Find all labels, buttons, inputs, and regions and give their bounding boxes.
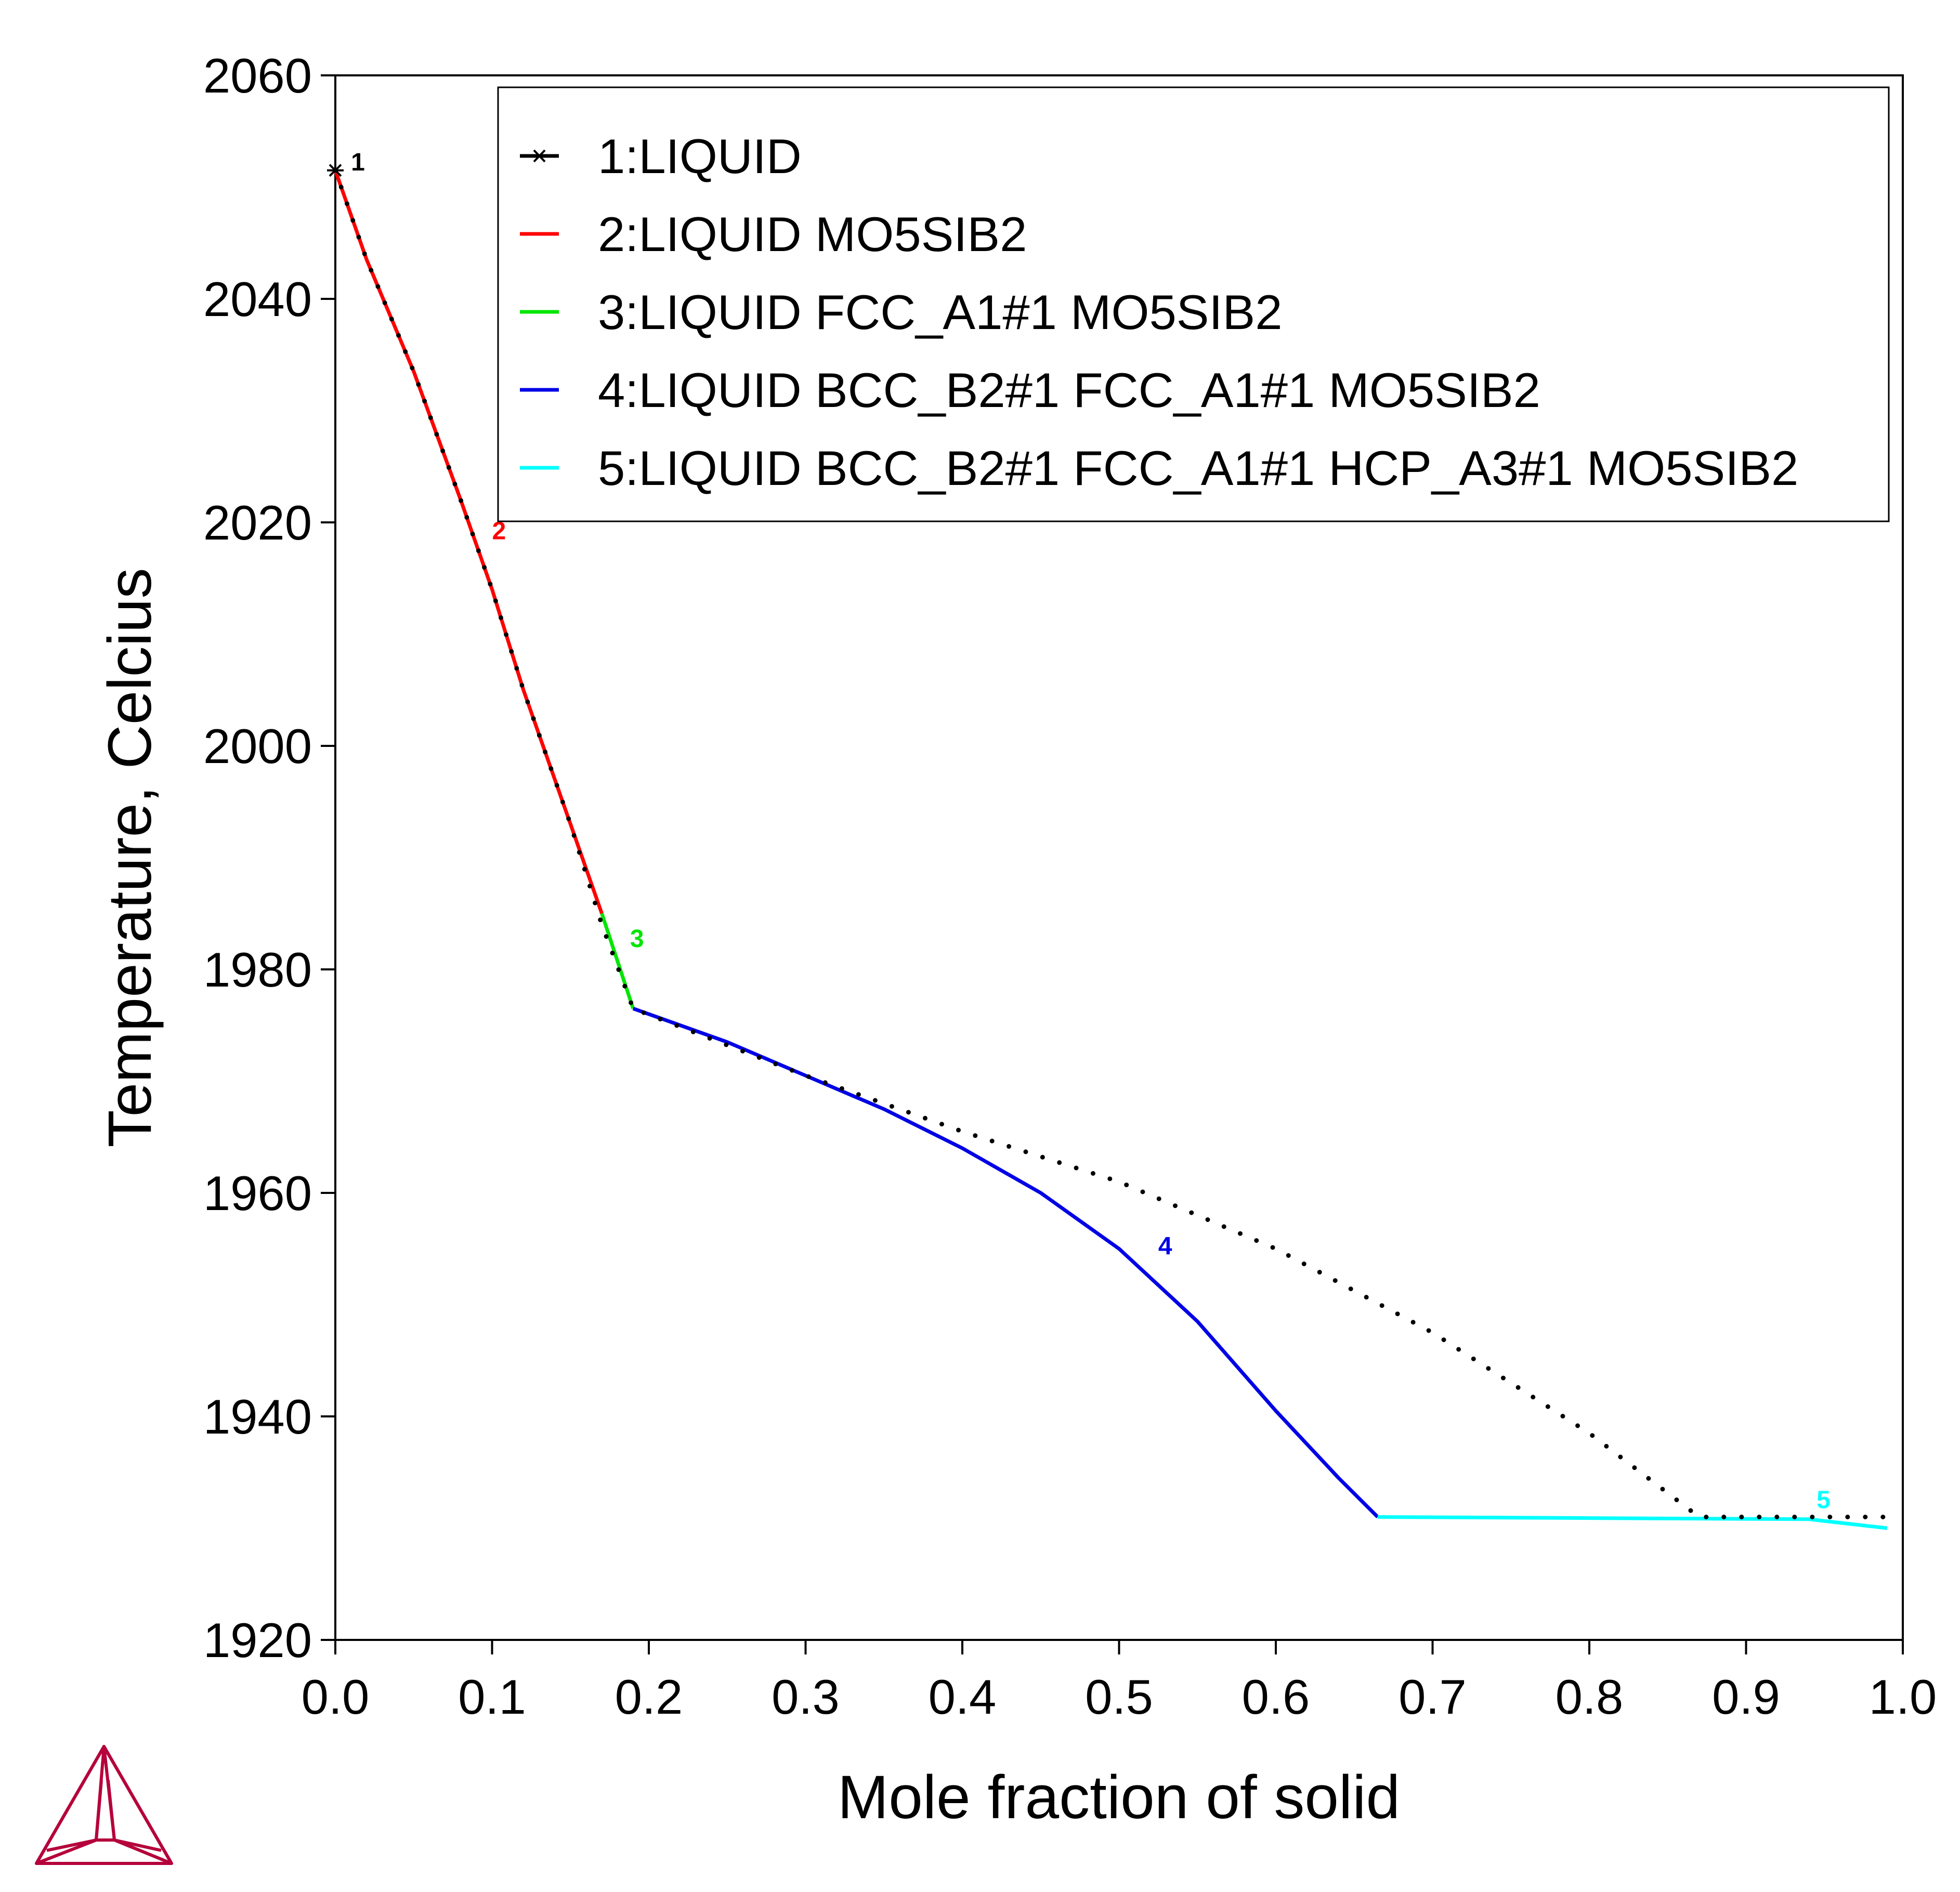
- series-line-4: [632, 1007, 1379, 1518]
- y-tick-label: 1980: [203, 942, 312, 997]
- series-1-start-marker: [327, 164, 344, 177]
- series-line-3: [600, 913, 635, 1009]
- x-tick-label: 0.2: [615, 1670, 683, 1724]
- x-tick-label: 0.7: [1399, 1670, 1467, 1724]
- legend-label-3: 3:LIQUID FCC_A1#1 MO5SIB2: [598, 285, 1283, 339]
- x-tick-label: 0.0: [302, 1670, 370, 1724]
- y-axis-ticks: 1920 1940 1960 1980 2000 2020 2040 2060: [203, 48, 335, 1667]
- x-axis-title: Mole fraction of solid: [838, 1763, 1400, 1832]
- y-tick-label: 1940: [203, 1389, 312, 1444]
- x-tick-label: 0.9: [1712, 1670, 1780, 1724]
- legend-label-4: 4:LIQUID BCC_B2#1 FCC_A1#1 MO5SIB2: [598, 363, 1540, 417]
- legend-label-5: 5:LIQUID BCC_B2#1 FCC_A1#1 HCP_A3#1 MO5S…: [598, 441, 1798, 495]
- curve-label-4: 4: [1158, 1232, 1172, 1260]
- y-tick-label: 2000: [203, 719, 312, 773]
- series-line-5: [1377, 1515, 1888, 1530]
- y-tick-label: 2040: [203, 272, 312, 326]
- y-tick-label: 1920: [203, 1613, 312, 1667]
- legend-label-2: 2:LIQUID MO5SIB2: [598, 207, 1027, 261]
- y-axis-title: Temperature, Celcius: [96, 568, 164, 1148]
- curve-label-1: 1: [351, 149, 365, 176]
- x-tick-label: 0.5: [1085, 1670, 1153, 1724]
- y-tick-label: 1960: [203, 1166, 312, 1220]
- x-tick-label: 0.8: [1556, 1670, 1624, 1724]
- x-tick-label: 0.4: [929, 1670, 997, 1724]
- x-tick-label: 0.1: [458, 1670, 526, 1724]
- curve-label-3: 3: [630, 925, 644, 953]
- x-axis-ticks: 0.0 0.1 0.2 0.3 0.4 0.5 0.6 0.7 0.8 0.9 1.0: [302, 1640, 1937, 1724]
- y-tick-label: 2060: [203, 48, 312, 103]
- x-tick-label: 0.6: [1242, 1670, 1310, 1724]
- legend-box: [497, 86, 1890, 522]
- legend-marker-1: [531, 149, 547, 163]
- series-line-1: [333, 168, 1890, 1519]
- thermo-calc-logo: [35, 1745, 173, 1865]
- legend: 1:LIQUID 2:LIQUID MO5SIB2 3:LIQUID FCC_A1#…: [497, 86, 1890, 522]
- series-layer: [327, 164, 1890, 1530]
- y-tick-label: 2020: [203, 495, 312, 550]
- x-tick-label: 1.0: [1869, 1670, 1937, 1724]
- curve-label-5: 5: [1817, 1486, 1831, 1514]
- legend-label-1: 1:LIQUID: [598, 129, 802, 183]
- x-tick-label: 0.3: [772, 1670, 840, 1724]
